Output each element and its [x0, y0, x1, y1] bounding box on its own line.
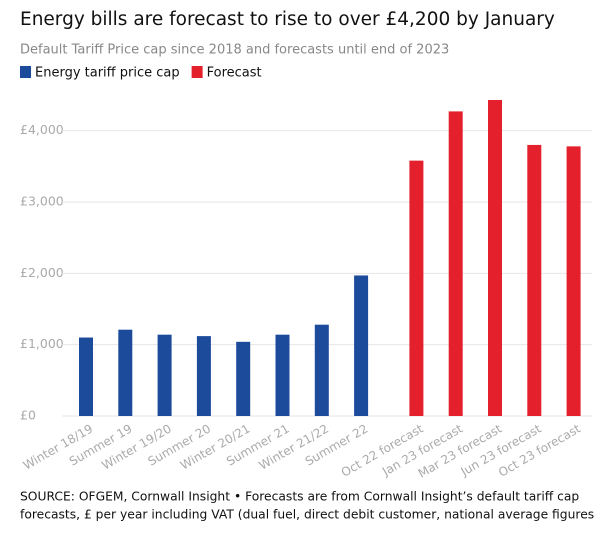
- y-tick-label: £3,000: [20, 194, 64, 209]
- source-note: forecasts, £ per year including VAT (dua…: [20, 508, 594, 522]
- chart-title: Energy bills are forecast to rise to ove…: [20, 9, 555, 30]
- bar: [409, 160, 424, 416]
- bar: [566, 146, 581, 417]
- bar: [79, 337, 93, 416]
- y-tick-label: £1,000: [20, 336, 64, 351]
- y-tick-label: £4,000: [20, 122, 64, 137]
- bar: [118, 329, 133, 416]
- legend-label: Energy tariff price cap: [35, 66, 180, 81]
- legend-swatch: [20, 66, 31, 78]
- bar: [157, 334, 172, 416]
- y-tick-label: £0: [20, 408, 36, 423]
- bar: [236, 341, 251, 416]
- y-tick-label: £2,000: [20, 265, 64, 280]
- chart-subtitle: Default Tariff Price cap since 2018 and …: [20, 43, 449, 58]
- bar: [527, 144, 542, 416]
- legend-swatch: [191, 66, 203, 78]
- source-note: SOURCE: OFGEM, Cornwall Insight • Foreca…: [20, 490, 579, 504]
- bar: [275, 334, 290, 416]
- bar: [314, 324, 329, 416]
- bar: [448, 111, 463, 416]
- bar: [196, 336, 211, 416]
- legend-label: Forecast: [207, 66, 262, 81]
- bar: [488, 99, 502, 416]
- bar: [354, 275, 369, 416]
